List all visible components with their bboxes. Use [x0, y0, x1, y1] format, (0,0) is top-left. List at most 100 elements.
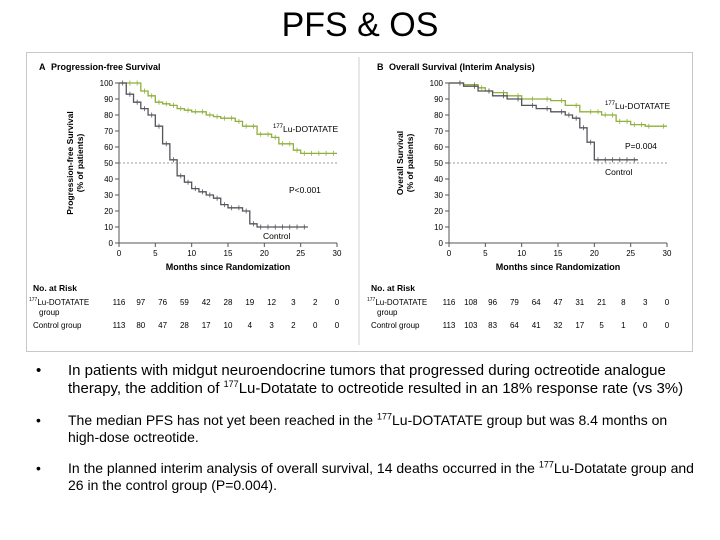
risk-table-value: 4	[248, 321, 253, 330]
y-tick-label: 90	[434, 95, 443, 104]
y-tick-label: 60	[434, 143, 443, 152]
bullet-text: Lu-Dotatate to octreotide resulted in an…	[238, 380, 684, 397]
risk-row-label-sub: group	[39, 308, 60, 317]
y-tick-label: 20	[104, 207, 113, 216]
risk-table-value: 0	[665, 321, 670, 330]
panel-title: Overall Survival (Interim Analysis)	[389, 62, 535, 72]
x-tick-label: 30	[663, 249, 672, 258]
control-label: Control	[263, 231, 291, 241]
x-tick-label: 5	[153, 249, 158, 258]
risk-table-value: 31	[575, 298, 584, 307]
x-tick-label: 25	[626, 249, 635, 258]
risk-table-value: 116	[113, 298, 126, 307]
y-tick-label: 100	[430, 79, 444, 88]
risk-table-value: 64	[532, 298, 541, 307]
risk-table-value: 0	[643, 321, 648, 330]
y-tick-label: 0	[109, 239, 114, 248]
isotope-superscript: 177	[376, 411, 393, 422]
isotope-superscript: 177	[223, 379, 239, 389]
y-axis-label: Overall Survival	[395, 131, 405, 195]
bullet-item: • The median PFS has not yet been reached…	[36, 412, 696, 446]
risk-table-value: 42	[202, 298, 211, 307]
slide-title: PFS & OS	[281, 6, 439, 44]
risk-table-value: 80	[136, 321, 145, 330]
y-tick-label: 10	[434, 223, 443, 232]
panel-letter: B	[377, 62, 384, 72]
y-axis-label: Progression-free Survival	[65, 111, 75, 214]
risk-table-value: 12	[267, 298, 276, 307]
x-tick-label: 15	[554, 249, 563, 258]
panel-b: B Overall Survival (Interim Analysis) Over…	[367, 62, 672, 330]
series-treatment-curve	[449, 82, 667, 127]
p-value-label: P=0.004	[625, 141, 657, 151]
bullet-item: • In patients with midgut neuroendocrine …	[36, 362, 696, 398]
risk-table-value: 96	[488, 298, 497, 307]
risk-table-value: 41	[532, 321, 541, 330]
y-tick-label: 80	[104, 111, 113, 120]
y-tick-label: 70	[434, 127, 443, 136]
risk-row-label: Control group	[33, 321, 82, 330]
risk-table-value: 0	[335, 298, 340, 307]
risk-table-value: 3	[291, 298, 296, 307]
bullet-marker: •	[36, 362, 42, 379]
risk-table-value: 64	[510, 321, 519, 330]
risk-table-value: 116	[443, 298, 456, 307]
risk-table-title: No. at Risk	[33, 283, 77, 293]
risk-table-value: 47	[554, 298, 563, 307]
risk-table-value: 0	[335, 321, 340, 330]
risk-table-value: 5	[599, 321, 604, 330]
y-tick-label: 60	[104, 143, 113, 152]
y-tick-label: 0	[439, 239, 444, 248]
risk-table-value: 10	[224, 321, 233, 330]
risk-table-value: 3	[643, 298, 648, 307]
y-tick-label: 40	[104, 175, 113, 184]
bullet-text: The median PFS has not yet been reached …	[68, 412, 377, 428]
y-tick-label: 50	[434, 159, 443, 168]
risk-table-value: 47	[158, 321, 167, 330]
control-label: Control	[605, 167, 633, 177]
y-tick-label: 100	[100, 79, 114, 88]
p-value-label: P<0.001	[289, 185, 321, 195]
x-tick-label: 0	[447, 249, 452, 258]
x-tick-label: 20	[590, 249, 599, 258]
risk-table-value: 103	[464, 321, 478, 330]
risk-table-value: 108	[464, 298, 478, 307]
bullet-text: In the planned interim analysis of overa…	[68, 460, 539, 476]
risk-table-value: 17	[575, 321, 584, 330]
bullet-marker: •	[36, 460, 41, 476]
y-tick-label: 90	[104, 95, 113, 104]
risk-table-value: 8	[621, 298, 626, 307]
bullet-item: • In the planned interim analysis of over…	[36, 460, 696, 494]
y-tick-label: 30	[104, 191, 113, 200]
bullet-marker: •	[36, 412, 41, 428]
km-figure: A Progression-free Survival Progression-fr…	[26, 52, 693, 352]
risk-row-label: 177Lu-DOTATATE	[29, 297, 89, 307]
risk-table-value: 1	[621, 321, 626, 330]
risk-table-value: 17	[202, 321, 211, 330]
x-tick-label: 5	[483, 249, 488, 258]
risk-table-value: 83	[488, 321, 497, 330]
y-tick-label: 80	[434, 111, 443, 120]
risk-table-value: 19	[245, 298, 254, 307]
risk-row-label: Control group	[371, 321, 420, 330]
risk-table-value: 3	[269, 321, 274, 330]
isotope-superscript: 177	[538, 459, 554, 470]
x-tick-label: 25	[296, 249, 305, 258]
treatment-label: 177Lu-DOTATATE	[273, 124, 338, 134]
risk-table-value: 113	[113, 321, 126, 330]
series-control-curve	[119, 82, 308, 228]
y-tick-label: 30	[434, 191, 443, 200]
panel-letter: A	[39, 62, 46, 72]
y-tick-label: 20	[434, 207, 443, 216]
y-axis-label-unit: (% of patients)	[405, 134, 415, 193]
risk-row-label-sub: group	[377, 308, 398, 317]
risk-table-value: 76	[158, 298, 167, 307]
risk-table-value: 0	[665, 298, 670, 307]
bullet-text: In patients with midgut neuroendocrine t…	[68, 362, 666, 397]
risk-table-value: 79	[510, 298, 519, 307]
y-axis-label-unit: (% of patients)	[75, 134, 85, 193]
risk-table-value: 2	[313, 298, 318, 307]
risk-table-value: 97	[136, 298, 145, 307]
risk-table-value: 28	[180, 321, 189, 330]
x-axis-label: Months since Randomization	[496, 262, 621, 272]
